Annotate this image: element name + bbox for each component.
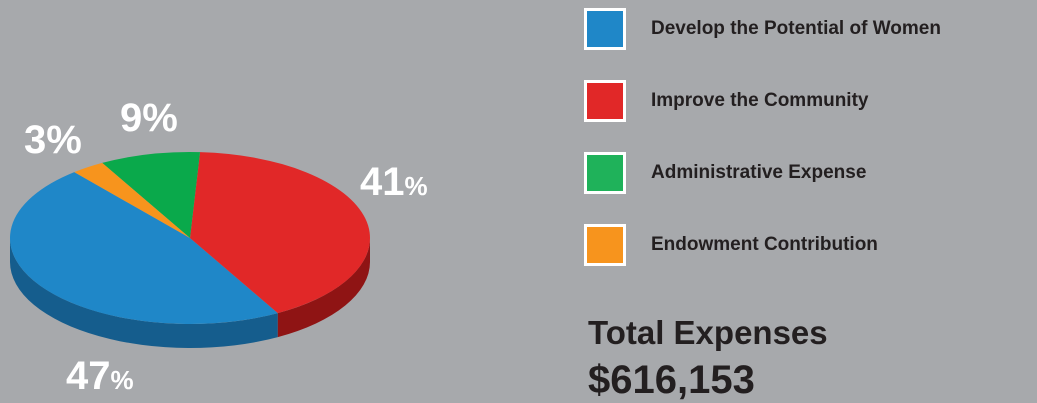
slice-label-administrative: 9% [120,96,178,140]
legend-item-improve-community: Improve the Community [584,80,1034,123]
pie-slice-improve-the-community [190,152,370,314]
slice-label-improve-community: 41% [360,160,428,204]
legend-swatch [584,224,626,266]
legend-label: Improve the Community [651,90,869,111]
legend-label: Develop the Potential of Women [651,18,941,39]
pie-slice-administrative-expense [102,152,201,238]
legend-item-administrative: Administrative Expense [584,152,1034,195]
legend-item-endowment: Endowment Contribution [584,224,1034,267]
pie-slice-endowment-contribution [74,162,190,238]
legend-label: Administrative Expense [651,162,867,183]
pie-chart-svg [10,152,370,348]
total-expenses-title: Total Expenses [588,314,828,351]
pie-chart: 47% 41% 9% 3% [10,96,428,398]
legend-swatch [584,8,626,50]
slice-label-endowment: 3% [24,118,82,162]
pie-side-1 [10,238,278,348]
legend: Develop the Potential of Women Improve t… [584,8,1034,296]
legend-swatch [584,80,626,122]
legend-swatch [584,152,626,194]
slice-label-develop-women: 47% [66,354,134,398]
pie-side-walls [10,238,370,348]
total-expenses-value: $616,153 [588,358,755,402]
legend-label: Endowment Contribution [651,234,878,255]
pie-side-2 [277,238,370,338]
pie-slice-develop-the-potential-of-women [10,172,278,324]
legend-item-develop-women: Develop the Potential of Women [584,8,1034,51]
